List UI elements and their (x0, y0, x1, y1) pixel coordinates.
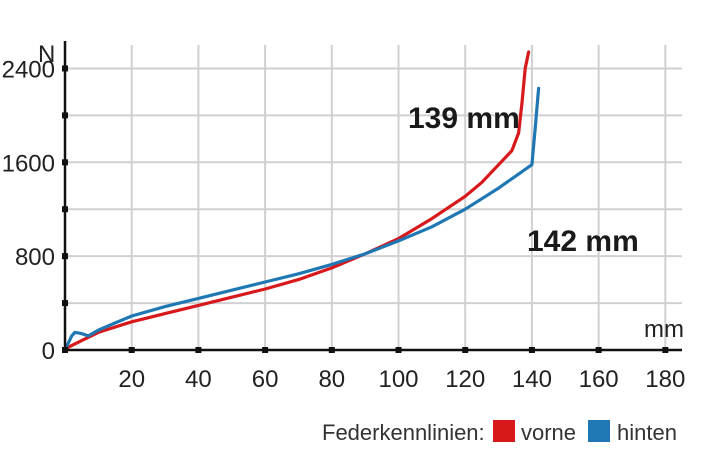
x-tick-mark (462, 347, 469, 353)
series-line-hinten (63, 86, 541, 352)
x-axis-unit-label: mm (644, 316, 684, 343)
legend-swatch-hinten (588, 420, 610, 442)
axes (62, 41, 682, 353)
y-tick-mark (62, 347, 68, 353)
y-tick-label: 0 (42, 338, 55, 365)
x-tick-label: 160 (579, 366, 619, 393)
legend-title: Federkennlinien: (322, 420, 485, 445)
x-tick-mark (262, 347, 269, 353)
series-line-vorne (63, 50, 531, 351)
legend: Federkennlinien: vorne hinten (322, 420, 677, 445)
annotation-142-mm: 142 mm (527, 225, 639, 258)
annotation-139-mm: 139 mm (408, 102, 520, 135)
x-tick-label: 80 (318, 366, 345, 393)
x-tick-label: 40 (185, 366, 212, 393)
x-tick-mark (662, 347, 669, 353)
y-axis-unit-label: N (38, 41, 55, 68)
x-tick-label: 60 (252, 366, 279, 393)
y-tick-label: 800 (15, 244, 55, 271)
legend-label-vorne: vorne (521, 420, 576, 445)
x-tick-label: 20 (118, 366, 145, 393)
y-tick-mark (62, 300, 68, 307)
y-tick-mark (62, 253, 68, 260)
series-group (63, 50, 541, 352)
legend-label-hinten: hinten (617, 420, 677, 445)
y-tick-label: 2400 (2, 56, 55, 83)
x-tick-label: 100 (378, 366, 418, 393)
x-tick-label: 140 (512, 366, 552, 393)
y-tick-mark (62, 159, 68, 166)
x-tick-mark (195, 347, 202, 353)
grid (65, 45, 682, 350)
y-tick-mark (62, 206, 68, 213)
y-tick-mark (62, 112, 68, 119)
x-tick-mark (595, 347, 602, 353)
x-tick-label: 120 (445, 366, 485, 393)
x-tick-mark (528, 347, 535, 353)
x-tick-mark (128, 347, 135, 353)
x-tick-mark (395, 347, 402, 353)
x-tick-label: 180 (645, 366, 685, 393)
legend-swatch-vorne (493, 420, 515, 442)
y-tick-mark (62, 65, 68, 72)
x-tick-mark (328, 347, 335, 353)
y-tick-label: 1600 (2, 150, 55, 177)
tick-labels: 20 40 60 80 100 120 140 160 180 0 800 1600 2400 (2, 56, 686, 393)
